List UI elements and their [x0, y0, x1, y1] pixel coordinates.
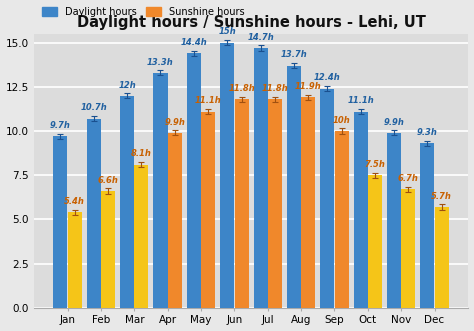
- Text: 11.1h: 11.1h: [195, 96, 221, 105]
- Legend: Daylight hours, Sunshine hours: Daylight hours, Sunshine hours: [38, 3, 248, 21]
- Text: 11.1h: 11.1h: [347, 96, 374, 105]
- Bar: [87, 119, 101, 308]
- Bar: [120, 96, 134, 308]
- Bar: [187, 53, 201, 308]
- Text: 9.9h: 9.9h: [383, 118, 404, 127]
- Bar: [387, 133, 401, 308]
- Text: 5.4h: 5.4h: [64, 197, 85, 206]
- Text: 9.3h: 9.3h: [417, 128, 438, 137]
- Text: 10.7h: 10.7h: [81, 104, 107, 113]
- Bar: [254, 48, 267, 308]
- Bar: [68, 213, 82, 308]
- Bar: [268, 99, 282, 308]
- Bar: [154, 73, 167, 308]
- Text: 11.8h: 11.8h: [228, 84, 255, 93]
- Text: 14.7h: 14.7h: [247, 33, 274, 42]
- Bar: [420, 143, 434, 308]
- Bar: [401, 189, 415, 308]
- Text: 13.7h: 13.7h: [281, 50, 307, 60]
- Bar: [220, 43, 234, 308]
- Title: Daylight hours / Sunshine hours - Lehi, UT: Daylight hours / Sunshine hours - Lehi, …: [77, 15, 426, 30]
- Bar: [101, 191, 115, 308]
- Text: 9.7h: 9.7h: [50, 121, 71, 130]
- Text: 13.3h: 13.3h: [147, 58, 174, 67]
- Bar: [354, 112, 368, 308]
- Text: 9.9h: 9.9h: [164, 118, 185, 127]
- Text: 12h: 12h: [118, 80, 136, 89]
- Bar: [435, 207, 449, 308]
- Text: 11.8h: 11.8h: [262, 84, 288, 93]
- Text: 12.4h: 12.4h: [314, 73, 341, 82]
- Bar: [235, 99, 248, 308]
- Bar: [368, 175, 382, 308]
- Bar: [168, 133, 182, 308]
- Text: 6.6h: 6.6h: [98, 176, 118, 185]
- Bar: [201, 112, 215, 308]
- Text: 6.7h: 6.7h: [398, 174, 419, 183]
- Bar: [287, 66, 301, 308]
- Text: 11.9h: 11.9h: [295, 82, 322, 91]
- Bar: [320, 89, 334, 308]
- Text: 5.7h: 5.7h: [431, 192, 452, 201]
- Bar: [301, 97, 315, 308]
- Text: 7.5h: 7.5h: [365, 160, 385, 169]
- Bar: [135, 165, 148, 308]
- Text: 15h: 15h: [219, 27, 236, 36]
- Bar: [335, 131, 348, 308]
- Text: 10h: 10h: [333, 116, 350, 125]
- Text: 8.1h: 8.1h: [131, 149, 152, 159]
- Bar: [54, 136, 67, 308]
- Text: 14.4h: 14.4h: [181, 38, 207, 47]
